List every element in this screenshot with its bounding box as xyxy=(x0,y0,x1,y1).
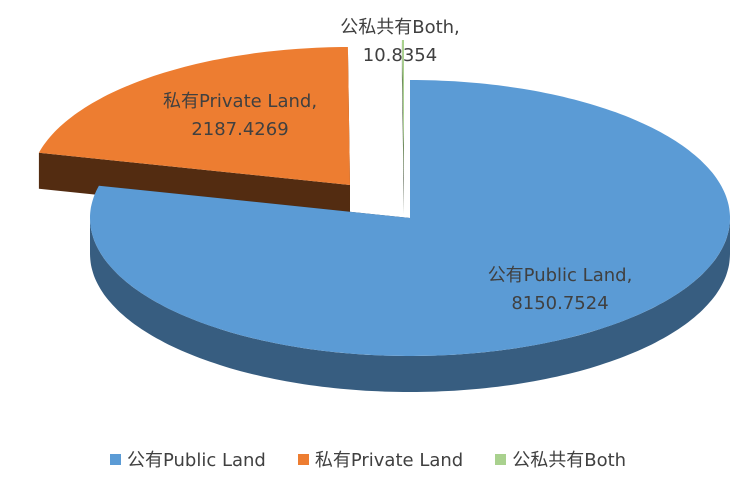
legend-swatch xyxy=(495,453,507,465)
legend-label: 公有Public Land xyxy=(126,450,266,471)
slice xyxy=(90,80,730,356)
data-label: 公有Public Land, 8150.7524 xyxy=(487,265,633,314)
slice xyxy=(38,47,351,185)
data-label: 公私共有Both, 10.8354 xyxy=(340,17,460,66)
legend: 公有Public Land 私有Private Land 公私共有Both xyxy=(0,446,736,472)
legend-swatch xyxy=(297,453,309,465)
slice-side xyxy=(90,218,730,392)
data-label: 私有Private Land, 2187.4269 xyxy=(162,91,318,140)
legend-label: 公私共有Both xyxy=(512,450,627,471)
slice xyxy=(401,40,404,178)
legend-entry: 公有Public Land xyxy=(109,446,266,472)
legend-entry: 私有Private Land xyxy=(297,446,464,472)
legend-swatch xyxy=(109,453,121,465)
legend-label: 私有Private Land xyxy=(314,450,464,471)
legend-entry: 公私共有Both xyxy=(495,446,626,472)
slice-face xyxy=(401,40,404,214)
pie-canvas xyxy=(38,40,730,392)
